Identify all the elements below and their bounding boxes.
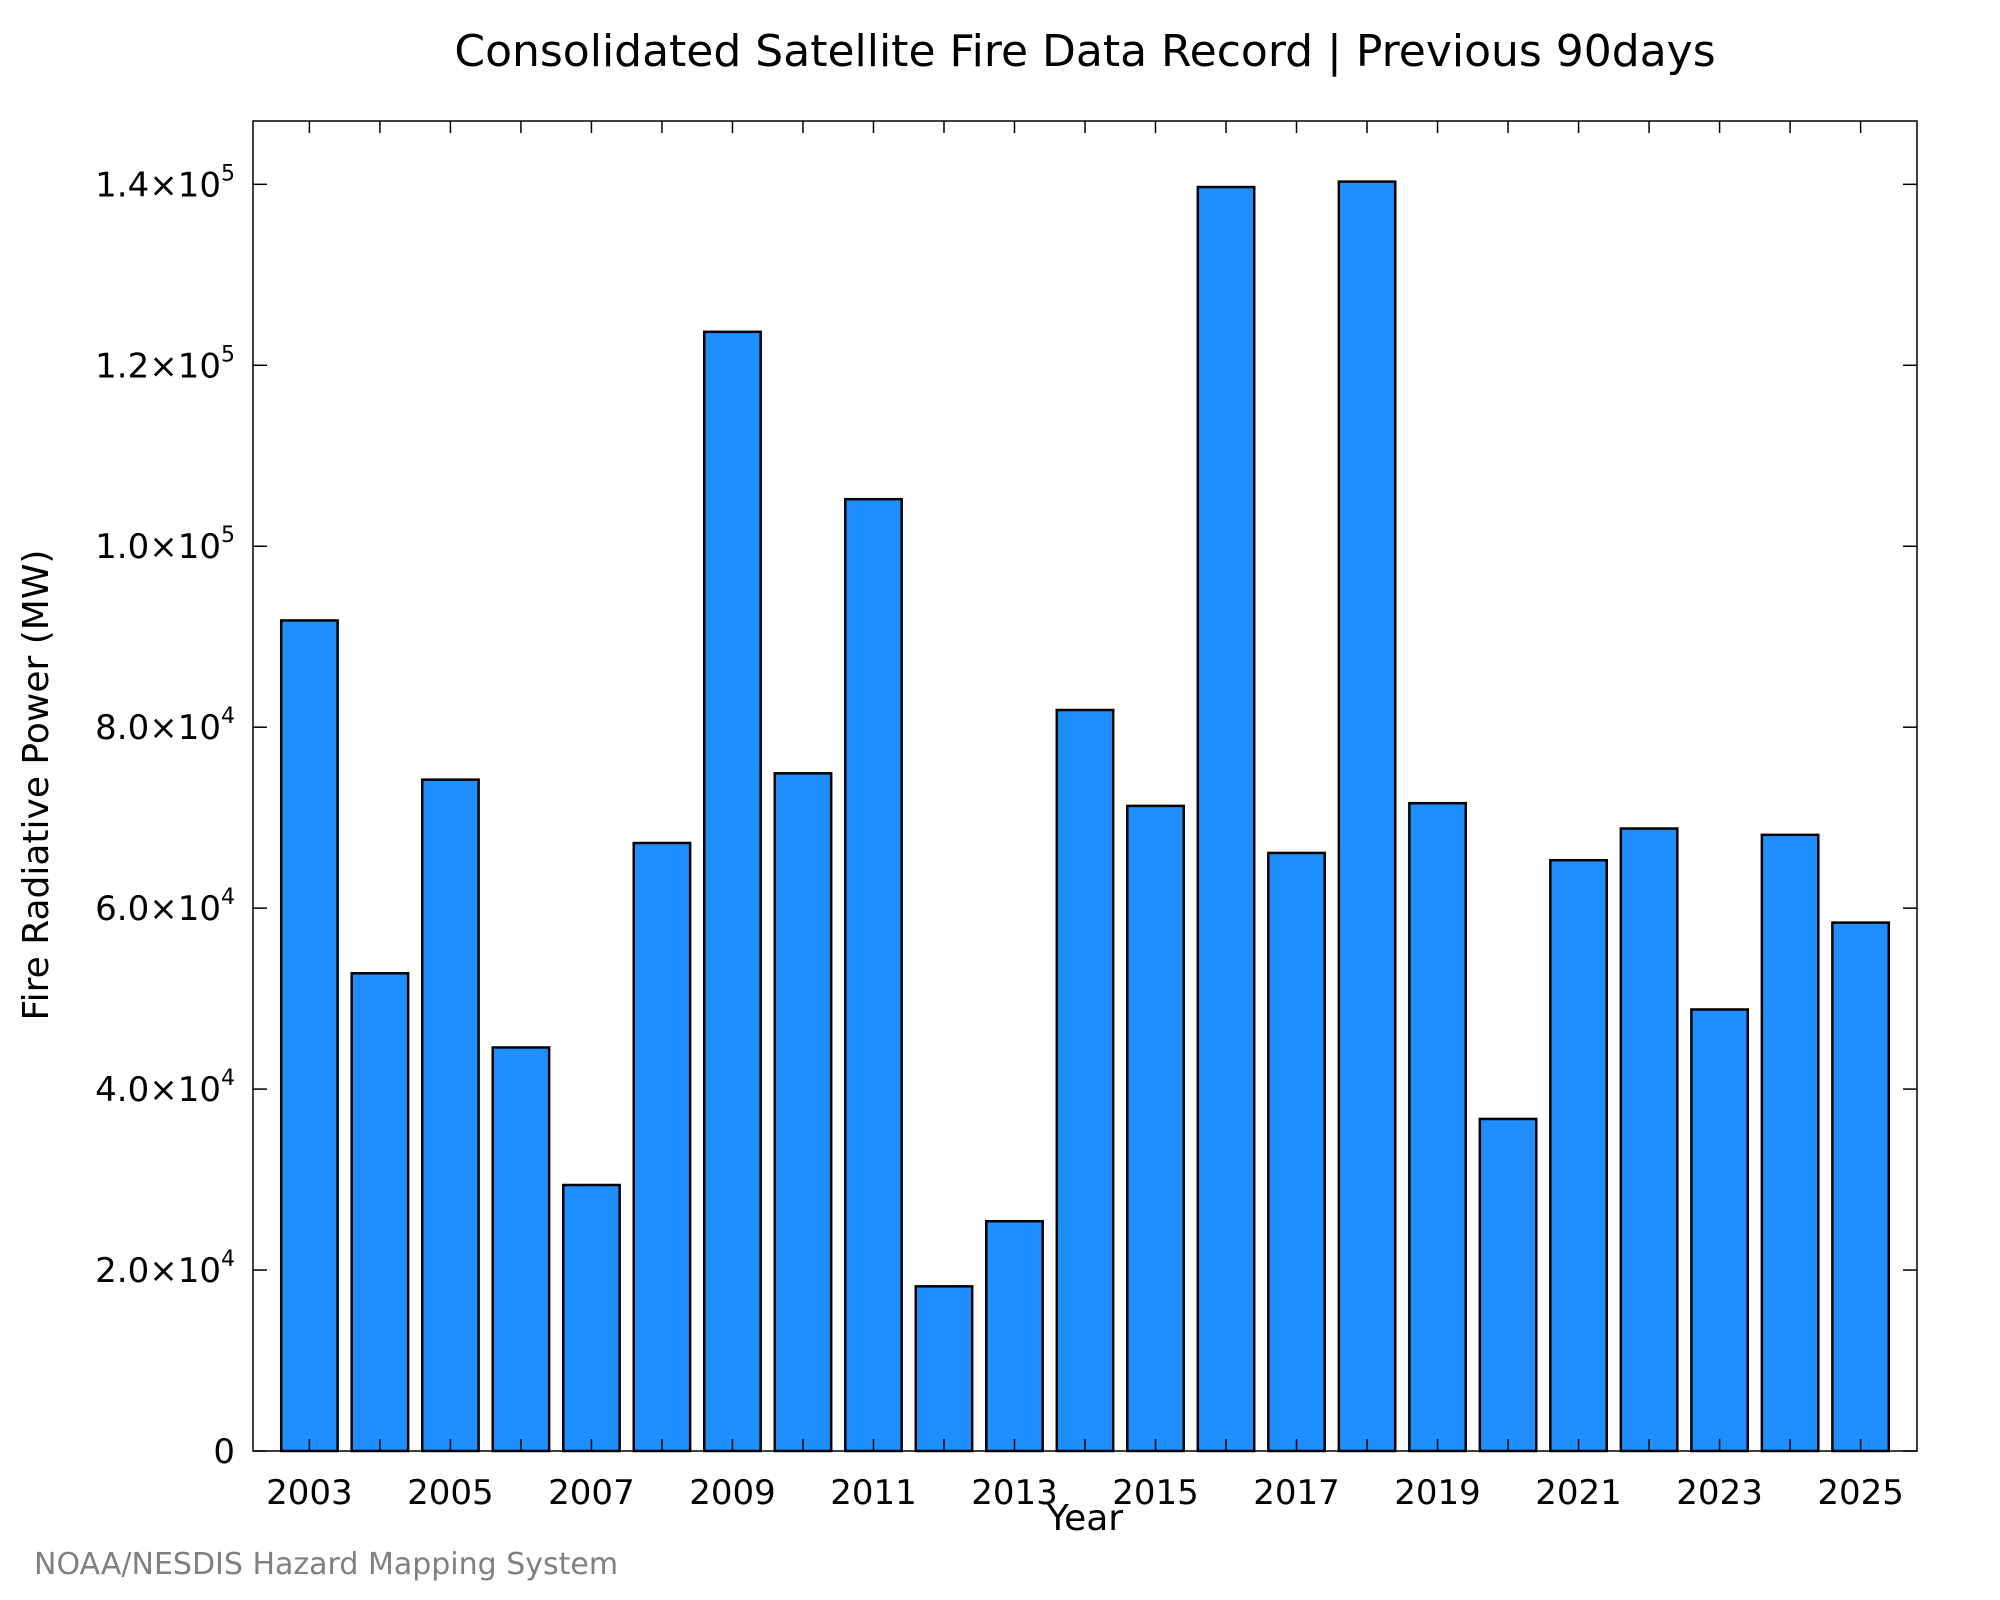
bar-2021 [1549,858,1609,1453]
bar-2022 [1619,827,1679,1453]
x-tick-label: 2017 [1253,1473,1340,1513]
bars-group [279,180,1891,1453]
x-tick-label: 2015 [1112,1473,1199,1513]
y-tick-label: 0 [213,1432,235,1472]
x-axis-label: Year [1046,1498,1123,1539]
bar-2006 [491,1046,551,1453]
y-ticks: 0 2.0×104 4.0×104 6.0×104 8.0×104 1.0×105 1.2×… [95,161,1917,1472]
bar-2018 [1337,180,1397,1453]
bar-2004 [350,972,410,1453]
x-tick-label: 2009 [689,1473,776,1513]
y-tick-label: 1.2×105 [95,342,235,386]
bar-2014 [1055,708,1115,1453]
y-tick-label: 4.0×104 [95,1066,235,1110]
bar-2017 [1267,851,1326,1453]
bar-2020 [1478,1117,1538,1453]
bar-2016 [1196,185,1256,1453]
y-tick-label: 1.0×105 [95,523,235,567]
bar-2007 [561,1183,621,1453]
x-tick-label: 2011 [830,1473,917,1513]
credit-text: NOAA/NESDIS Hazard Mapping System [34,1547,618,1582]
bar-2013 [985,1219,1044,1453]
bar-2019 [1408,801,1467,1453]
bar-2005 [420,778,480,1453]
y-tick-label: 6.0×104 [95,885,235,929]
x-tick-label: 2005 [407,1473,494,1513]
x-tick-label: 2021 [1535,1473,1622,1513]
bar-2010 [773,772,833,1453]
x-tick-label: 2003 [266,1473,353,1513]
bar-2011 [844,497,903,1453]
x-tick-label: 2023 [1676,1473,1763,1513]
bar-2025 [1831,921,1891,1453]
y-tick-label: 2.0×104 [95,1247,235,1291]
bar-2009 [703,330,762,1453]
bar-2024 [1760,833,1820,1453]
x-ticks: 2003 2005 2007 2009 2011 2013 2015 2017 2019 2021… [266,121,1904,1513]
x-tick-label: 2007 [548,1473,635,1513]
x-tick-label: 2019 [1394,1473,1481,1513]
x-tick-label: 2013 [971,1473,1058,1513]
y-axis-label: Fire Radiative Power (MW) [16,550,57,1021]
y-tick-label: 8.0×104 [95,704,235,748]
bar-2023 [1690,1008,1750,1453]
bar-2008 [632,841,692,1453]
x-tick-label: 2025 [1817,1473,1904,1513]
chart-title: Consolidated Satellite Fire Data Record … [454,26,1715,77]
bar-2015 [1126,804,1185,1453]
y-tick-label: 1.4×105 [95,161,235,205]
bar-2012 [914,1285,974,1453]
bar-2003 [279,619,339,1453]
